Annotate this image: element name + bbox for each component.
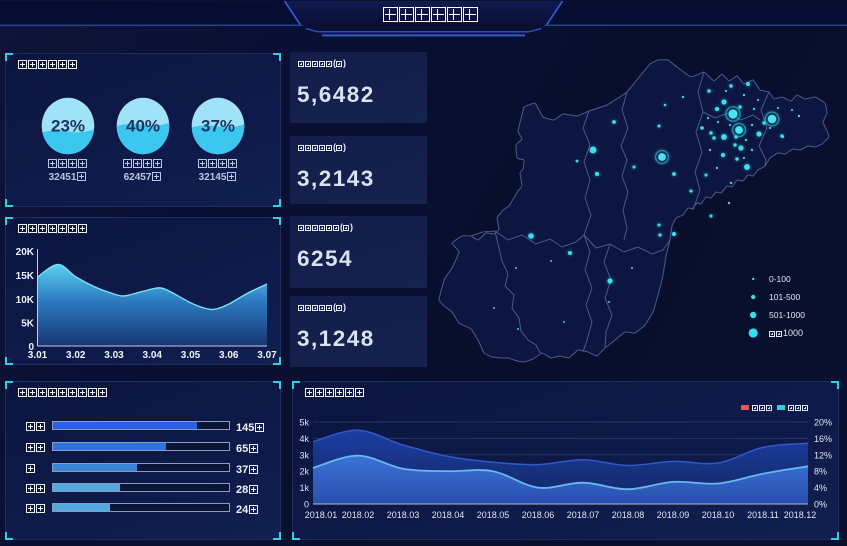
svg-text:2018.01: 2018.01	[305, 510, 338, 520]
svg-text:2018.12: 2018.12	[784, 510, 817, 520]
svg-text:2018.07: 2018.07	[567, 510, 600, 520]
svg-text:4k: 4k	[299, 434, 309, 444]
svg-text:2018.08: 2018.08	[612, 510, 645, 520]
svg-text:2018.04: 2018.04	[432, 510, 465, 520]
svg-text:1k: 1k	[299, 483, 309, 493]
svg-text:2018.10: 2018.10	[702, 510, 735, 520]
svg-text:3.01: 3.01	[28, 350, 48, 361]
svg-text:5k: 5k	[299, 418, 309, 428]
svg-text:101-500: 101-500	[769, 292, 800, 302]
svg-text:3.02: 3.02	[66, 350, 86, 361]
svg-text:23%: 23%	[51, 117, 85, 136]
svg-text:20K: 20K	[16, 247, 35, 258]
svg-text:3.04: 3.04	[143, 350, 163, 361]
svg-text:15K: 15K	[16, 271, 35, 282]
svg-text:20%: 20%	[814, 418, 832, 428]
svg-text:2018.03: 2018.03	[387, 510, 420, 520]
svg-text:2018.05: 2018.05	[477, 510, 510, 520]
svg-text:4%: 4%	[814, 483, 827, 493]
svg-text:0: 0	[304, 500, 309, 510]
svg-text:5K: 5K	[21, 319, 35, 330]
svg-text:3.03: 3.03	[104, 350, 124, 361]
svg-text:0: 0	[28, 342, 34, 353]
svg-text:3.07: 3.07	[257, 350, 277, 361]
svg-text:10K: 10K	[16, 295, 35, 306]
svg-text:2k: 2k	[299, 467, 309, 477]
svg-text:0-100: 0-100	[769, 274, 791, 284]
svg-text:2018.11: 2018.11	[747, 510, 779, 520]
svg-text:501-1000: 501-1000	[769, 310, 805, 320]
svg-text:2018.09: 2018.09	[657, 510, 690, 520]
svg-text:3.06: 3.06	[219, 350, 239, 361]
svg-text:2018.06: 2018.06	[522, 510, 555, 520]
svg-text:8%: 8%	[814, 467, 827, 477]
svg-text:40%: 40%	[126, 117, 160, 136]
svg-text:37%: 37%	[201, 117, 235, 136]
svg-text:3.05: 3.05	[181, 350, 201, 361]
svg-text:0%: 0%	[814, 500, 827, 510]
svg-text:2018.02: 2018.02	[342, 510, 375, 520]
svg-text:3k: 3k	[299, 450, 309, 460]
svg-text:16%: 16%	[814, 434, 832, 444]
svg-text:12%: 12%	[814, 450, 832, 460]
